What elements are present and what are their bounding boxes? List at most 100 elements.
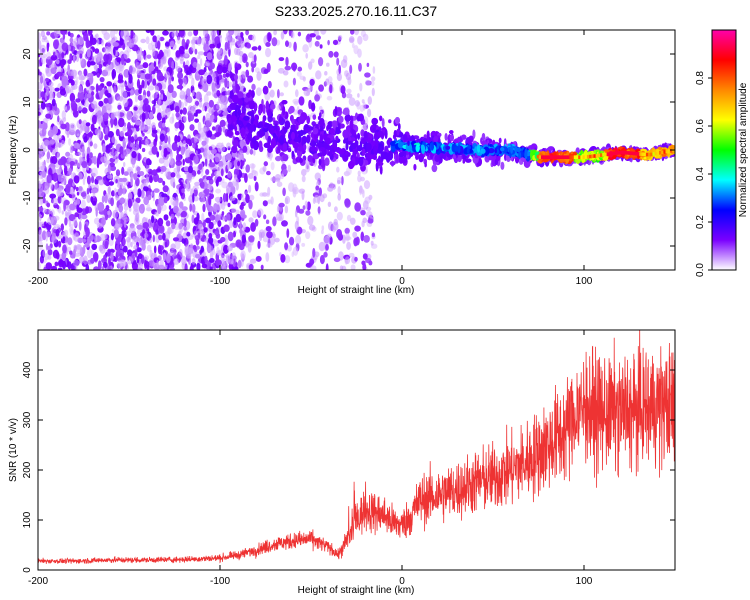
spectrogram-cell xyxy=(184,263,188,270)
spectrogram-cell xyxy=(193,155,199,165)
spectrogram-cell xyxy=(309,258,315,266)
spectrogram-cell xyxy=(212,248,216,256)
spectrogram-cell xyxy=(177,172,180,180)
spectrogram-cell xyxy=(99,233,107,242)
spectrogram-cell xyxy=(237,194,242,201)
spectrogram-cell xyxy=(304,200,308,210)
spectrogram-cell xyxy=(204,157,208,167)
spectrogram-cell xyxy=(210,148,217,155)
spectrogram-cell xyxy=(153,245,157,254)
spectrogram-cell xyxy=(119,67,123,76)
spectrogram-cell xyxy=(349,120,354,130)
spectrogram-cell xyxy=(86,194,91,204)
spectrogram-cell xyxy=(220,236,226,243)
spectrogram-cell xyxy=(46,51,52,60)
spectrogram-cell xyxy=(159,145,162,151)
spectrogram-cell xyxy=(60,59,67,65)
spectrogram-cell xyxy=(115,223,120,228)
spectrogram-cell xyxy=(224,77,228,88)
spectrogram-cell xyxy=(153,98,156,107)
spectrogram-cell xyxy=(308,224,316,231)
spectrogram-cell xyxy=(86,175,91,185)
spectrogram-cell xyxy=(122,185,126,195)
spectrogram-cell xyxy=(57,267,63,270)
spectrogram-cell xyxy=(93,266,100,270)
spectrogram-cell xyxy=(239,54,243,64)
spectrogram-cell xyxy=(115,128,120,137)
spectrogram-cell xyxy=(98,100,104,107)
spectrogram-cell xyxy=(57,195,62,204)
spectrogram-cell xyxy=(234,125,237,132)
spectrogram-cell xyxy=(104,167,111,176)
spectrogram-cell xyxy=(148,194,152,201)
spectrogram-cell xyxy=(215,188,222,194)
spectrogram-cell xyxy=(226,130,233,137)
spectrogram-cell xyxy=(354,202,362,212)
spectrogram-cell xyxy=(160,110,166,118)
spectrogram-cell xyxy=(46,31,51,36)
spectrogram-cell xyxy=(62,32,66,41)
spectrogram-cell xyxy=(271,37,278,47)
spectrogram-cell xyxy=(444,133,448,141)
spectrogram-cell xyxy=(134,244,138,250)
spectrogram-cell xyxy=(142,103,147,112)
spectrogram-cell xyxy=(61,42,69,52)
spectrogram-cell xyxy=(110,232,114,241)
spectrogram-cell xyxy=(265,252,270,262)
spectrogram-cell xyxy=(153,188,160,193)
spectrogram-cell xyxy=(163,196,168,204)
spectrogram-cell xyxy=(192,104,197,112)
spectrogram-cell xyxy=(157,97,161,106)
spectrogram-cell xyxy=(334,129,342,134)
spectrogram-cell xyxy=(151,215,155,224)
spectrogram-cell xyxy=(175,153,181,163)
spectrogram-cell xyxy=(336,73,342,82)
spectrogram-cell xyxy=(216,75,220,86)
spectrogram-cell xyxy=(229,90,234,98)
spectrogram-cell xyxy=(52,197,58,206)
spectrogram-cell xyxy=(170,172,176,178)
spectrogram-cell xyxy=(53,30,58,38)
spectrogram-cell xyxy=(61,52,65,59)
spectrogram-cell xyxy=(257,45,262,51)
spectrogram-cell xyxy=(335,135,339,142)
spectrogram-cell xyxy=(136,224,143,230)
spectrogram-cell xyxy=(191,258,196,265)
spectrogram-cell xyxy=(110,118,114,128)
spectrogram-cell xyxy=(336,229,343,239)
spectrogram-cell xyxy=(333,140,337,151)
spectrogram-cell xyxy=(40,147,48,153)
spectrogram-cell xyxy=(171,113,175,123)
spectrogram-cell xyxy=(137,51,144,62)
spectrogram-cell xyxy=(364,72,371,78)
spectrogram-cell xyxy=(91,167,98,178)
spectrogram-cell xyxy=(46,87,49,97)
spectrogram-cell xyxy=(98,63,103,70)
spectrogram-cell xyxy=(204,255,208,263)
spectrogram-cell xyxy=(240,250,246,260)
spectrogram-cell xyxy=(291,31,295,39)
spectrogram-cell xyxy=(46,245,52,251)
spectrogram-cell xyxy=(78,221,82,231)
spectrogram-cell xyxy=(202,76,207,82)
spectrogram-cell xyxy=(318,57,324,67)
spectrogram-cell xyxy=(53,39,59,50)
spectrogram-cell xyxy=(287,245,292,252)
spectrogram-cell xyxy=(160,89,165,94)
spectrogram-cell xyxy=(97,202,105,212)
spectrogram-cell xyxy=(267,80,272,89)
spectrogram-cell xyxy=(291,251,295,258)
spectrogram-cell xyxy=(76,207,83,213)
spectrogram-cell xyxy=(57,134,63,140)
spectrogram-cell xyxy=(319,194,325,203)
spectrogram-cell xyxy=(214,86,218,93)
spectrogram-cell xyxy=(360,231,365,242)
spectrogram-cell xyxy=(216,64,224,75)
spectrogram-cell xyxy=(110,111,117,120)
spectrogram-cell xyxy=(69,122,76,133)
spectrogram-cell xyxy=(303,89,310,97)
spectrogram-cell xyxy=(346,93,353,99)
spectrogram-cell xyxy=(101,266,105,270)
spectrogram-cell xyxy=(370,80,375,86)
